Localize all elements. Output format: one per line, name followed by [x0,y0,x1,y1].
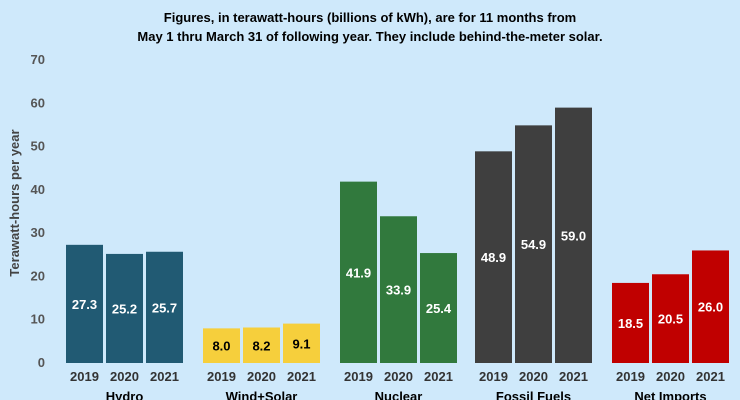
y-axis-label: Terawatt-hours per year [7,129,22,276]
bar-value-label: 26.0 [698,300,723,315]
bar-value-label: 25.7 [152,300,177,315]
bar-group-net-imports: 18.5 2019 20.5 2020 26.0 2021 Net Imports [612,250,729,400]
bar [475,151,512,363]
x-tick-label: 2020 [519,369,548,384]
y-tick-label: 70 [31,52,45,67]
bar [243,327,280,363]
bar [380,216,417,363]
bar-group-fossil-fuels: 48.9 2019 54.9 2020 59.0 2021 Fossil Fuels [475,107,592,400]
x-tick-label: 2019 [344,369,373,384]
x-tick-label: 2021 [559,369,588,384]
category-label: Hydro [106,389,144,400]
bar-value-label: 25.4 [426,301,452,316]
category-label: Net Imports [634,389,706,400]
bar [515,125,552,364]
x-tick-label: 2020 [247,369,276,384]
chart-title-line-1: Figures, in terawatt-hours (billions of … [164,10,576,25]
bar-value-label: 41.9 [346,265,371,280]
x-tick-label: 2021 [150,369,179,384]
x-tick-label: 2021 [287,369,316,384]
bar-groups: 27.3 2019 25.2 2020 25.7 2021 Hydro 8.0 2019 8.2 2… [66,107,729,400]
x-tick-label: 2020 [110,369,139,384]
bar-value-label: 48.9 [481,250,506,265]
y-axis: 0 10 20 30 40 50 60 70 [31,52,45,370]
bar-value-label: 27.3 [72,297,97,312]
bar [283,323,320,363]
bar [420,253,457,363]
category-label: Nuclear [375,389,423,400]
bar [555,107,592,363]
category-label: Fossil Fuels [496,389,571,400]
x-tick-label: 2019 [616,369,645,384]
bar [612,282,649,363]
bar [66,244,103,363]
bar [652,274,689,363]
bar-value-label: 9.1 [292,336,310,351]
x-tick-label: 2020 [656,369,685,384]
bar [106,253,143,363]
bar-value-label: 8.0 [212,339,230,354]
bar [692,250,729,363]
bar-value-label: 20.5 [658,312,683,327]
y-tick-label: 10 [31,312,45,327]
bar-value-label: 33.9 [386,283,411,298]
bar [203,328,240,363]
x-tick-label: 2019 [70,369,99,384]
bar-value-label: 18.5 [618,316,643,331]
y-tick-label: 50 [31,139,45,154]
chart-title-line-2: May 1 thru March 31 of following year. T… [137,29,602,44]
bar-value-label: 54.9 [521,237,546,252]
x-tick-label: 2021 [696,369,725,384]
bar-group-wind-solar: 8.0 2019 8.2 2020 9.1 2021 Wind+Solar [203,323,320,400]
bar-value-label: 25.2 [112,301,137,316]
bar-value-label: 59.0 [561,228,586,243]
x-tick-label: 2020 [384,369,413,384]
x-tick-label: 2021 [424,369,453,384]
y-tick-label: 40 [31,182,45,197]
y-tick-label: 30 [31,225,45,240]
bar [146,251,183,363]
x-tick-label: 2019 [479,369,508,384]
bar [340,181,377,363]
y-tick-label: 60 [31,95,45,110]
y-tick-label: 0 [38,355,45,370]
y-tick-label: 20 [31,268,45,283]
x-tick-label: 2019 [207,369,236,384]
bar-group-hydro: 27.3 2019 25.2 2020 25.7 2021 Hydro [66,244,183,400]
bar-value-label: 8.2 [252,338,270,353]
category-label: Wind+Solar [226,389,298,400]
